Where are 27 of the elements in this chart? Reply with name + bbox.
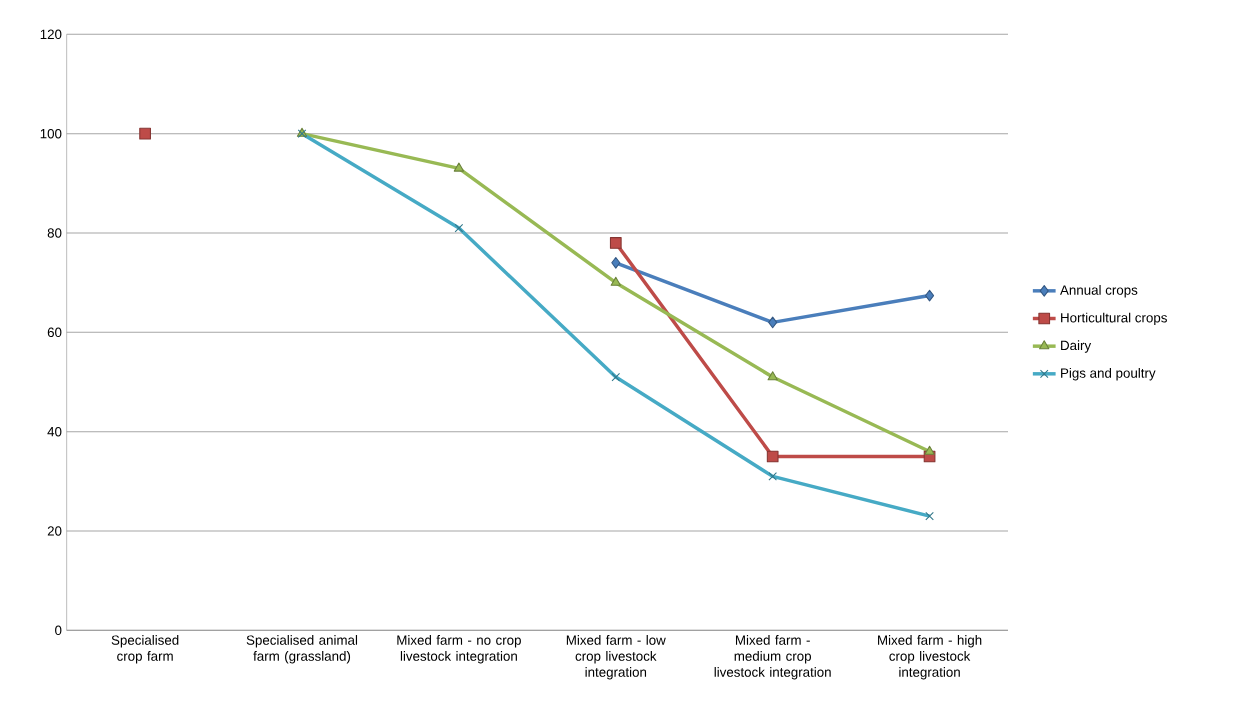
y-tick-label: 60 bbox=[47, 327, 62, 338]
x-tick-label: Mixed farm - low crop livestock integration bbox=[566, 635, 666, 680]
y-tick-label: 80 bbox=[47, 228, 62, 238]
point bbox=[767, 371, 778, 381]
y-tick-label: 0 bbox=[55, 625, 62, 636]
x-tick-label: Mixed farm - medium crop livestock integration bbox=[714, 635, 831, 680]
point bbox=[924, 445, 935, 455]
x-tick-label: Specialised crop farm bbox=[111, 635, 179, 664]
x-tick-label: Specialised animal farm (grassland) bbox=[246, 635, 358, 664]
point bbox=[768, 316, 778, 329]
y-tick-label: 40 bbox=[47, 426, 62, 437]
point bbox=[925, 289, 935, 302]
point bbox=[139, 127, 151, 140]
x-tick-label: Mixed farm - high crop livestock integration bbox=[878, 635, 982, 680]
x-tick-label: Mixed farm - no crop livestock integration bbox=[397, 635, 521, 664]
y-tick-label: 20 bbox=[47, 526, 62, 536]
point bbox=[766, 450, 779, 463]
legend-label: Annual crops bbox=[1060, 285, 1138, 298]
y-tick-label: 100 bbox=[40, 128, 62, 139]
legend-label: Horticultural crops bbox=[1061, 312, 1167, 326]
point bbox=[609, 237, 622, 249]
point bbox=[610, 276, 621, 286]
legend-label: Pigs and poultry bbox=[1061, 367, 1156, 381]
y-tick-label: 120 bbox=[40, 29, 62, 40]
point bbox=[611, 256, 621, 269]
legend-label: Dairy bbox=[1061, 340, 1092, 353]
point bbox=[453, 162, 465, 172]
